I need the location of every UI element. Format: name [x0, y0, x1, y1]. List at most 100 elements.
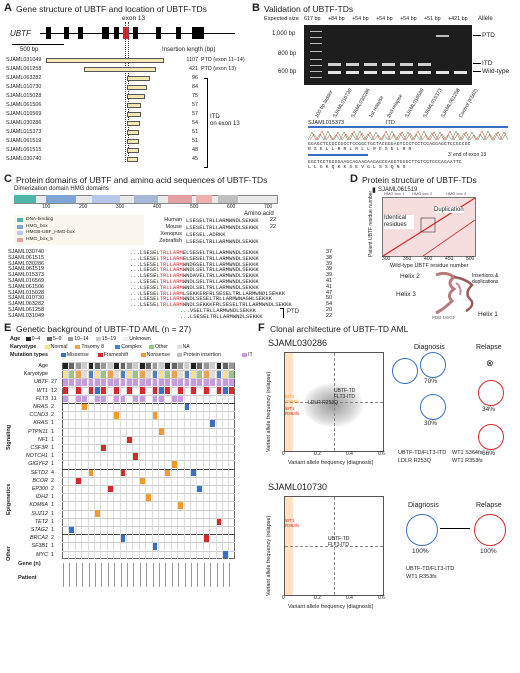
domain-legend: DNA-binding HMG_box HMGB-UBF_HMG-box HMG_bo… [14, 215, 144, 245]
mutation-cell [107, 362, 113, 370]
insertion-bar [127, 121, 140, 126]
protein-structure [426, 269, 486, 317]
seq-post: WNDLSEKKKFRLSESELTRLLARMWNDLSEKKK [182, 301, 292, 309]
sample-id: SJAML061506 [6, 102, 42, 108]
row-count: 2 [51, 477, 54, 484]
seq-pre: ...LSESE [130, 301, 157, 309]
mutation-cell [75, 371, 81, 378]
insertion-length: 48 [192, 147, 198, 153]
mutation-cell [139, 395, 145, 403]
legend-item: 5–9 [52, 336, 62, 342]
mutation-cell [216, 371, 222, 378]
alignment-id: SJAML063282 [8, 301, 45, 308]
case1-ticks: 0 0.2 0.4 0.6 [282, 451, 386, 459]
mutation-cell [120, 469, 126, 476]
row-label: TET2 [34, 518, 48, 525]
vline [334, 353, 335, 451]
group-sep [62, 403, 235, 404]
row-line [62, 485, 235, 486]
row-label: GIGYF2 [28, 461, 48, 468]
expected-size: +421 bp [448, 16, 468, 22]
mutation-cell [190, 387, 196, 394]
patient-tick [88, 562, 93, 587]
mutation-cell [152, 362, 158, 370]
chromatogram-trace [307, 128, 509, 142]
mutation-cell [222, 387, 228, 394]
row-line [62, 370, 235, 372]
chromatogram-sample: SJAML015373 [308, 120, 345, 126]
mutation-cell [94, 379, 100, 386]
mutation-cell [171, 395, 177, 403]
lane-labels: 100 bp ladder SJAML010730 SJAML030286 1st r… [304, 86, 484, 120]
insertion-bar [127, 112, 141, 117]
row-line [62, 542, 235, 544]
mutation-cell [216, 387, 222, 394]
patient-tick [178, 562, 182, 587]
sample-id: SJAML063282 [6, 75, 42, 81]
case2-xlabel: Variant allele frequency (diagnosis) [288, 604, 374, 610]
case1-xlabel: Variant allele frequency (diagnosis) [288, 460, 374, 466]
mutation-cell [94, 387, 100, 394]
group-label: Signaling [6, 424, 12, 450]
row-label: WT1 [36, 387, 48, 394]
alignment-seq: ...LSESELTRLLARMWNDGSELTRLLARMWNDLSEKKK [130, 261, 259, 268]
insertion-length: 57 [192, 102, 198, 108]
seq-post: LSESELTRLLARMWNDLSEKKK [189, 312, 263, 318]
mutation-cell [81, 379, 88, 386]
case2-pt-flt3: FLT3-ITD [328, 542, 350, 548]
gel-image [304, 25, 472, 85]
species-len: 22 [270, 224, 277, 230]
row-count: 1 [51, 445, 54, 451]
group-sep [62, 468, 235, 470]
mutation-cell [196, 485, 203, 493]
insertion-bar [127, 94, 145, 99]
group-label: Epigenetics [6, 483, 12, 516]
case2-id: SJAML010730 [268, 482, 328, 492]
alignment-len: 41 [326, 283, 333, 290]
mutation-cell [145, 494, 152, 501]
mutation-cell [196, 371, 203, 378]
amino-acid-label: Amino acid [244, 211, 274, 217]
legend-swatch [97, 353, 103, 357]
alignment-seq: ...LSESELTRLLARMWNDLSEKKK [180, 313, 263, 318]
col-line [209, 362, 211, 559]
scale-bar [12, 44, 64, 45]
row-label: SF3B1 [31, 543, 48, 550]
vline [334, 497, 335, 595]
alignment-len: 50 [326, 295, 333, 302]
panel-d-label: D [350, 173, 358, 185]
insertion-length: 1107 [186, 57, 198, 63]
seq-dup: LTRLLARM [156, 266, 183, 274]
row-label: SETD2 [30, 469, 48, 476]
axis-tick: 300 [116, 204, 125, 210]
exon-end-label: 3′ end of exon 13 [448, 152, 487, 158]
patient-tick [120, 562, 125, 587]
dot-plot-xticks: 300 350 400 450 500 [382, 256, 478, 263]
col-line [138, 362, 140, 559]
sample-id: SJAML010730 [6, 84, 42, 90]
panel-c-label: C [4, 173, 12, 185]
mutation-cell [113, 379, 120, 386]
col-line [170, 362, 172, 559]
mutation-cell [171, 461, 177, 468]
col-line [87, 362, 89, 559]
case2-diag-clone [406, 514, 438, 546]
mutation-cell [177, 395, 184, 403]
expected-size: +54 bp [400, 16, 417, 22]
mutation-cell [184, 403, 190, 411]
itd-label: ITD [210, 114, 220, 120]
col-line [113, 362, 115, 559]
case2-scatter [284, 496, 384, 596]
seq-post: ELSESELTRLLARMWNDLSEKKK [182, 249, 259, 256]
insertion-bar [127, 139, 140, 144]
mutation-cell [228, 362, 235, 370]
case1-wt1-c: WT1 [285, 406, 295, 411]
seq-dup: LTRLLARM [156, 295, 183, 303]
row-count: 1 [51, 453, 54, 460]
mutation-cell [132, 371, 139, 378]
mutation-cell [126, 436, 132, 444]
alignment-seq: ...LSESELTRLLARMWNDLSELTRLLARMWNDLSEKKK [130, 266, 259, 273]
panel-d: D Protein structure of UBTF-TDs SJAML061… [350, 173, 518, 323]
mutation-cell [94, 395, 100, 403]
alignment-len: 37 [326, 249, 333, 255]
